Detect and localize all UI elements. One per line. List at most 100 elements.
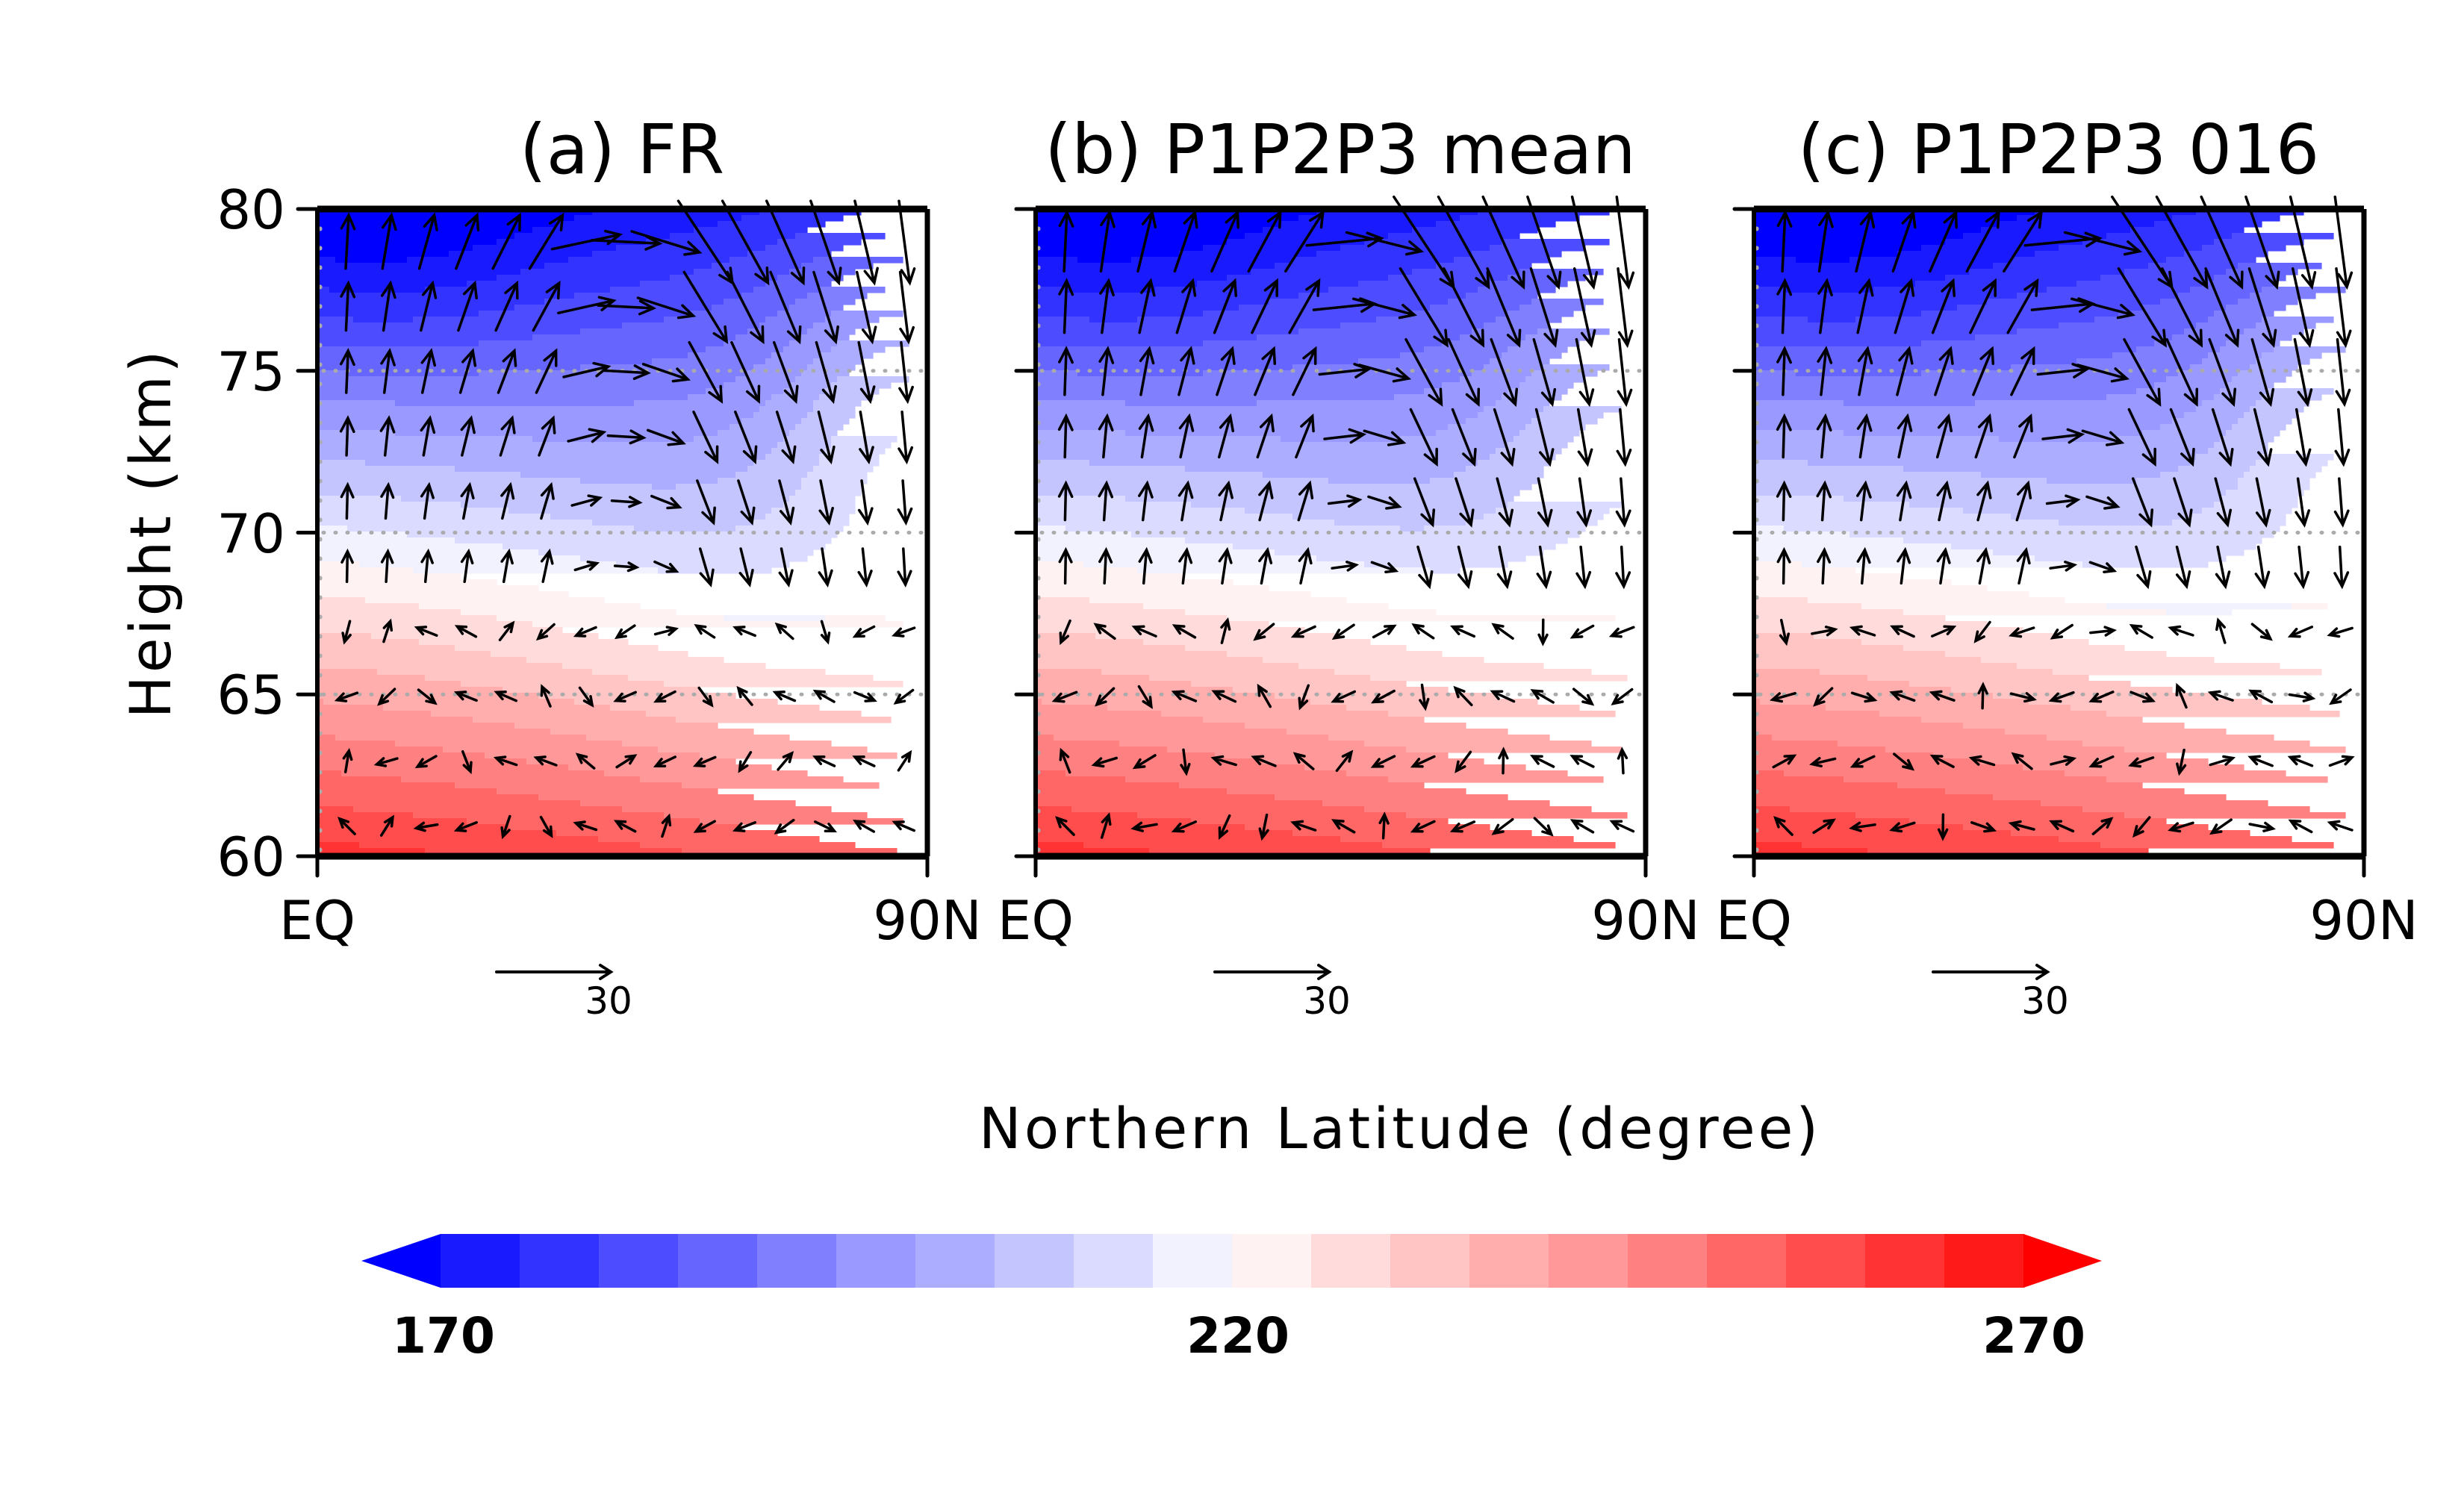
- contour-band-cell: [700, 818, 903, 825]
- contour-band-cell: [1424, 388, 1508, 395]
- contour-band-cell: [550, 514, 766, 520]
- wind-vector: [1569, 819, 1595, 834]
- contour-band-cell: [2047, 478, 2137, 484]
- wind-vector: [897, 411, 914, 465]
- wind-vector: [688, 340, 724, 404]
- contour-band-cell: [317, 245, 473, 252]
- contour-band-cell: [1754, 448, 2209, 455]
- contour-band-cell: [1388, 233, 1520, 240]
- contour-band-cell: [795, 233, 886, 240]
- wind-vector: [1138, 278, 1156, 334]
- contour-band-cell: [479, 311, 688, 317]
- contour-band-cell: [455, 537, 832, 544]
- contour-band-cell: [317, 346, 706, 353]
- contour-band-cell: [1844, 496, 2221, 502]
- contour-band-cell: [1754, 782, 1898, 789]
- wind-vector: [1817, 546, 1832, 585]
- contour-band-cell: [2256, 400, 2310, 407]
- wind-vector: [653, 626, 679, 636]
- wind-vector: [2135, 545, 2152, 590]
- contour-band-cell: [1036, 400, 1126, 407]
- wind-vector: [2333, 545, 2350, 590]
- contour-band-cell: [1849, 257, 2012, 264]
- contour-band-cell: [1179, 251, 1317, 258]
- wind-vector: [777, 751, 794, 771]
- wind-vector: [2250, 337, 2275, 408]
- contour-band-cell: [580, 328, 748, 335]
- contour-band-cell: [359, 561, 617, 568]
- wind-vector: [1171, 820, 1198, 833]
- wind-vector: [1857, 346, 1873, 396]
- contour-band-cell: [1754, 514, 2012, 520]
- contour-band-cell: [1406, 311, 1508, 317]
- contour-band-cell: [2214, 442, 2268, 449]
- wind-vector: [1575, 545, 1592, 590]
- contour-band-cell: [1754, 555, 2035, 562]
- contour-band-cell: [1036, 388, 1425, 395]
- contour-band-cell: [1036, 281, 1198, 287]
- wind-vector: [2248, 689, 2274, 704]
- contour-band-cell: [1963, 723, 2185, 729]
- contour-band-cell: [1754, 370, 1796, 377]
- contour-band-cell: [1400, 352, 1502, 359]
- wind-vector: [591, 234, 663, 251]
- wind-vector: [381, 212, 397, 270]
- contour-band-cell: [1508, 388, 1568, 395]
- wind-vector: [613, 691, 637, 702]
- colorbar: [361, 1234, 2102, 1288]
- contour-band-cell: [1036, 800, 1323, 807]
- contour-band-cell: [1036, 603, 1144, 610]
- contour-band-cell: [1543, 406, 1622, 413]
- contour-band-cell: [783, 502, 856, 508]
- wind-vector: [414, 755, 438, 768]
- reference-vector-label: 30: [585, 979, 632, 1023]
- wind-vector: [1491, 623, 1514, 640]
- contour-band-cell: [1754, 651, 1946, 658]
- contour-band-cell: [1036, 526, 1066, 532]
- wind-vector: [1809, 756, 1837, 768]
- contour-band-cell: [574, 293, 742, 299]
- wind-vector: [1896, 480, 1912, 522]
- contour-band-cell: [735, 334, 796, 341]
- contour-band-cell: [1036, 627, 1305, 634]
- wind-vector: [500, 548, 514, 584]
- contour-band-cell: [1036, 436, 1281, 443]
- wind-vector: [1450, 625, 1476, 638]
- contour-band-cell: [1754, 573, 1904, 580]
- wind-vector: [1615, 477, 1631, 528]
- contour-band-cell: [1340, 322, 1484, 329]
- contour-band-cell: [765, 281, 832, 287]
- x-axis-label: Northern Latitude (degree): [979, 1095, 1821, 1162]
- wind-vector: [460, 548, 474, 584]
- wind-vector: [2215, 545, 2231, 590]
- contour-band-cell: [317, 532, 408, 538]
- wind-vector: [1817, 209, 1834, 273]
- wind-vector: [855, 270, 877, 345]
- contour-band-cell: [317, 717, 473, 723]
- wind-vector: [693, 820, 716, 833]
- wind-vector: [2333, 477, 2350, 528]
- contour-band-cell: [317, 340, 479, 347]
- wind-vector: [1976, 546, 1991, 585]
- wind-vector: [420, 348, 437, 394]
- contour-band-cell: [795, 424, 844, 431]
- wind-vector: [1345, 231, 1425, 256]
- contour-band-cell: [2226, 490, 2304, 496]
- contour-band-cell: [1424, 346, 1508, 353]
- wind-vector: [575, 752, 596, 770]
- contour-band-cell: [1036, 758, 1263, 765]
- wind-vector: [1937, 813, 1949, 841]
- contour-band-cell: [1466, 293, 1538, 299]
- wind-vector: [1776, 278, 1793, 334]
- contour-band-cell: [1754, 227, 1982, 234]
- contour-band-cell: [461, 609, 676, 616]
- contour-band-cell: [1460, 376, 1526, 383]
- wind-vector: [898, 270, 915, 345]
- wind-vector: [1331, 690, 1357, 703]
- wind-vector: [499, 415, 516, 457]
- wind-vector: [453, 691, 478, 702]
- wind-vector: [1256, 413, 1275, 459]
- wind-vector: [1576, 408, 1593, 467]
- contour-band-cell: [2130, 227, 2244, 234]
- contour-band-cell: [574, 215, 742, 222]
